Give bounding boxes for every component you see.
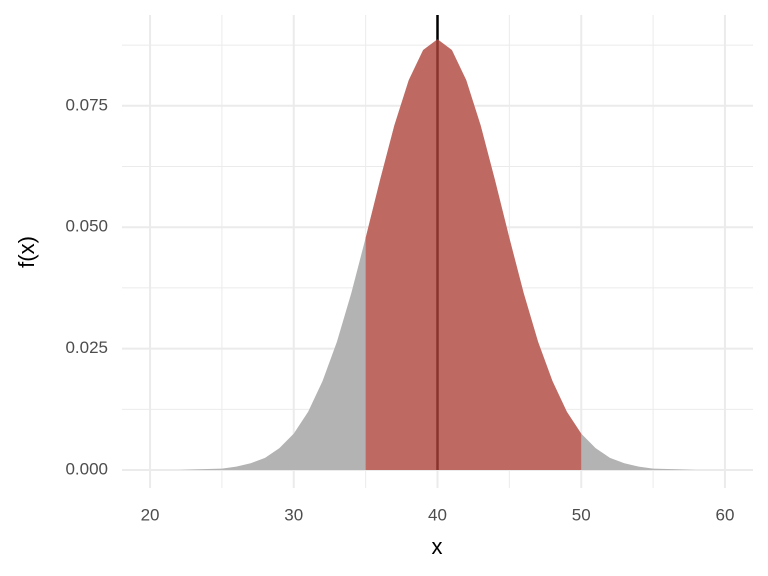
y-tick-label: 0.075 xyxy=(65,95,108,114)
highlight-area xyxy=(365,39,582,471)
x-tick-label: 30 xyxy=(284,505,303,524)
x-tick-label: 20 xyxy=(141,505,160,524)
y-tick-label: 0.050 xyxy=(65,217,108,236)
y-tick-label: 0.025 xyxy=(65,338,108,357)
x-tick-label: 60 xyxy=(716,505,735,524)
x-tick-label: 40 xyxy=(428,505,447,524)
y-axis-title: f(x) xyxy=(14,236,39,268)
y-tick-label: 0.000 xyxy=(65,460,108,479)
x-tick-label: 50 xyxy=(572,505,591,524)
x-axis-title: x xyxy=(432,534,443,559)
